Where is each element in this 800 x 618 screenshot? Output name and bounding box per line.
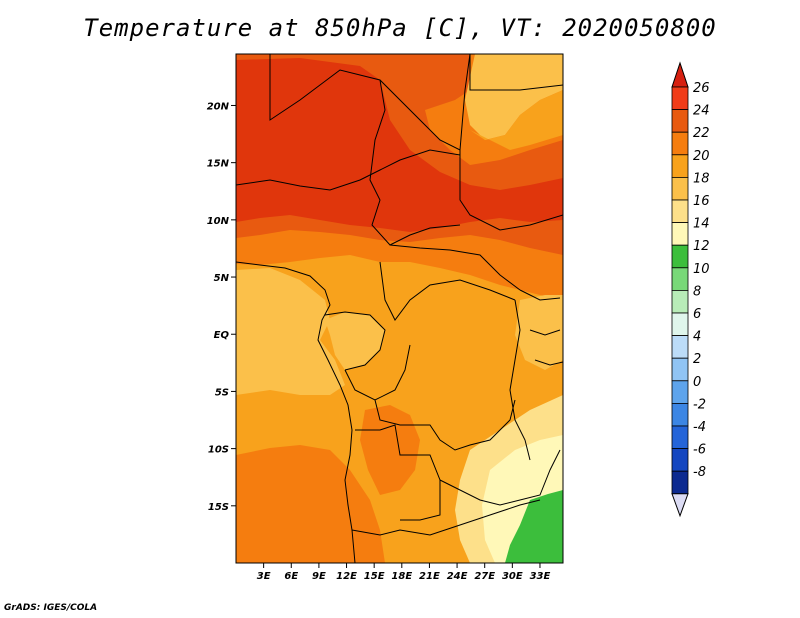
colorbar-label: 26 xyxy=(693,81,710,96)
lon-tick-label: 27E xyxy=(474,571,495,582)
lon-tick-label: 33E xyxy=(530,571,551,582)
colorbar-label: 22 xyxy=(693,126,710,141)
border-zambia xyxy=(439,449,561,506)
lat-tick-label: 15N xyxy=(207,159,230,170)
colorbar-label: 18 xyxy=(693,171,710,186)
colorbar-segment xyxy=(671,109,689,133)
colorbar-segment xyxy=(671,335,689,359)
temperature-field xyxy=(236,54,563,563)
colorbar-segment xyxy=(671,357,689,382)
border-car xyxy=(389,244,521,291)
border-drc-north xyxy=(379,261,516,321)
colorbar-label: 2 xyxy=(693,352,701,367)
colorbar-label: 4 xyxy=(693,330,701,345)
colorbar-segment xyxy=(671,267,689,291)
country-borders xyxy=(236,54,563,563)
lat-tick-label: EQ xyxy=(214,330,230,341)
field-region-west-coast xyxy=(236,268,345,395)
colorbar-segment xyxy=(671,425,689,450)
border-north xyxy=(269,54,471,151)
border-namibia xyxy=(351,499,541,536)
colorbar-label: 6 xyxy=(693,307,701,322)
colorbar-segment xyxy=(671,289,689,314)
colorbar-segment xyxy=(671,402,689,427)
lon-tick-label: 15E xyxy=(364,571,385,582)
border-sahel xyxy=(236,149,461,191)
colorbar-segment xyxy=(671,312,689,337)
colorbar-label: 0 xyxy=(693,375,701,390)
border-east xyxy=(469,54,563,91)
border-chad xyxy=(369,79,461,246)
border-drc-south xyxy=(374,399,516,451)
colorbar-segment xyxy=(671,448,689,472)
colorbar-segment xyxy=(671,154,689,178)
lon-tick-label: 3E xyxy=(257,571,271,582)
field-region-ne-orange xyxy=(470,90,563,150)
lon-tick-label: 18E xyxy=(391,571,412,582)
colorbar-top-arrow xyxy=(671,61,689,88)
colorbar-label: -8 xyxy=(693,465,706,480)
longitude-axis: 3E 6E 9E 12E 15E 18E 21E 24E 27E 30E 33E xyxy=(257,563,551,582)
lat-tick-label: 10N xyxy=(207,216,230,227)
lon-tick-label: 12E xyxy=(336,571,357,582)
lon-tick-label: 9E xyxy=(312,571,326,582)
coastline xyxy=(236,261,356,563)
colorbar-label: -2 xyxy=(693,397,706,412)
lon-tick-label: 6E xyxy=(284,571,298,582)
lat-tick-label: 10S xyxy=(208,445,229,456)
lat-tick-label: 15S xyxy=(208,502,229,513)
colorbar-segment xyxy=(671,199,689,224)
lon-tick-label: 30E xyxy=(502,571,523,582)
page-title: Temperature at 850hPa [C], VT: 202005080… xyxy=(83,14,717,42)
colorbar-label: 10 xyxy=(693,262,710,277)
colorbar-segment xyxy=(671,131,689,156)
colorbar-label: -6 xyxy=(693,443,706,458)
field-region-central-light xyxy=(325,312,385,370)
field-region-ne-cool xyxy=(465,54,563,140)
colorbar-segment xyxy=(671,176,689,201)
border-sudan xyxy=(459,150,563,231)
colorbar-label: 16 xyxy=(693,194,710,209)
colorbar-label: 8 xyxy=(693,284,701,299)
border-east-africa xyxy=(519,289,563,366)
border-congo xyxy=(344,344,411,401)
border-angola xyxy=(355,424,441,521)
field-region-southwest xyxy=(236,445,385,563)
credit-text: GrADS: IGES/COLA xyxy=(4,603,98,613)
colorbar-label: 12 xyxy=(693,239,710,254)
colorbar-bottom-arrow xyxy=(671,493,689,518)
latitude-axis: 20N 15N 10N 5N EQ 5S 10S 15S xyxy=(207,101,236,513)
plot-frame xyxy=(235,53,564,564)
field-region-se-green xyxy=(505,490,563,563)
lat-tick-label: 5S xyxy=(215,387,229,398)
colorbar-segment xyxy=(671,86,689,111)
field-region-angola-orange xyxy=(360,405,420,495)
lon-tick-label: 24E xyxy=(447,571,468,582)
colorbar-segment xyxy=(671,222,689,246)
colorbar-segment xyxy=(671,380,689,404)
colorbar-label: 14 xyxy=(693,217,710,232)
colorbar-segment xyxy=(671,470,689,495)
border-great-lakes xyxy=(509,299,531,461)
colorbar-label: 24 xyxy=(693,104,710,119)
colorbar-label: -4 xyxy=(693,420,706,435)
colorbar-segment xyxy=(671,244,689,269)
border-gabon xyxy=(324,311,386,371)
lon-tick-label: 21E xyxy=(419,571,440,582)
lat-tick-label: 5N xyxy=(214,273,230,284)
colorbar-label: 20 xyxy=(693,149,710,164)
lat-tick-label: 20N xyxy=(207,101,230,112)
